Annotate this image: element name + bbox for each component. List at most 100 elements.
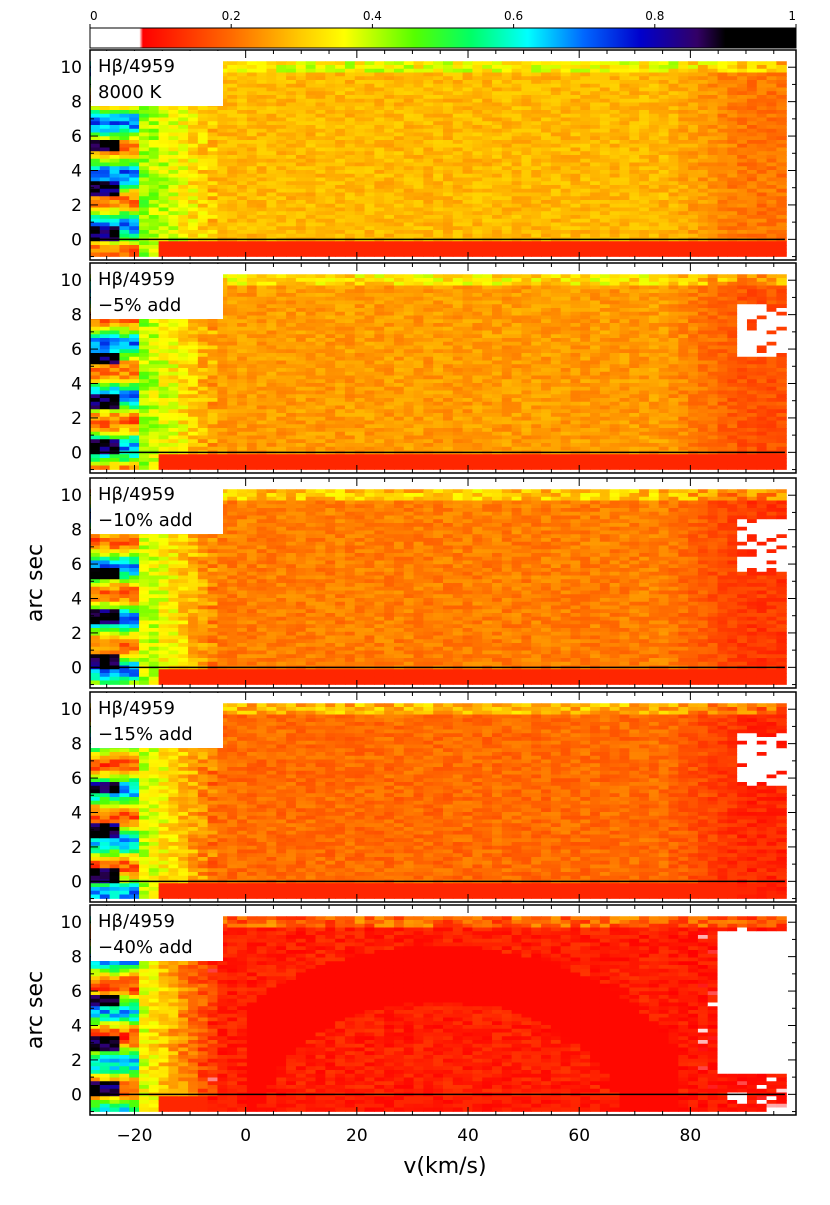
heatmap-cell: [237, 87, 248, 92]
heatmap-cell: [403, 83, 415, 89]
heatmap-cell: [158, 446, 170, 452]
heatmap-cell: [393, 136, 405, 141]
heatmap-cell: [188, 185, 199, 190]
heatmap-cell: [158, 413, 170, 418]
heatmap-cell: [197, 143, 209, 149]
heatmap-cell: [560, 83, 572, 89]
heatmap-cell: [256, 147, 268, 152]
heatmap-cell: [256, 326, 268, 332]
heatmap-cell: [188, 353, 199, 358]
heatmap-cell: [158, 443, 170, 448]
heatmap-cell: [217, 383, 228, 388]
heatmap-cell: [158, 364, 170, 369]
heatmap-cell: [590, 173, 601, 179]
heatmap-cell: [678, 61, 689, 66]
heatmap-cell: [139, 248, 150, 254]
heatmap-cell: [295, 353, 307, 358]
heatmap-cell: [580, 170, 591, 175]
heatmap-cell: [560, 128, 572, 134]
heatmap-cell: [90, 341, 101, 347]
heatmap-cell: [276, 158, 287, 164]
heatmap-cell: [472, 188, 483, 194]
heatmap-cell: [188, 364, 199, 369]
heatmap-cell: [286, 315, 297, 320]
heatmap-cell: [217, 110, 228, 115]
heatmap-cell: [139, 215, 150, 220]
heatmap-cell: [717, 192, 728, 197]
heatmap-cell: [139, 203, 150, 209]
heatmap-cell: [393, 218, 405, 224]
heatmap-cell: [482, 177, 493, 182]
heatmap-cell: [305, 461, 317, 467]
heatmap-cell: [119, 398, 130, 403]
heatmap-cell: [217, 248, 228, 254]
heatmap-cell: [197, 390, 209, 395]
heatmap-cell: [90, 147, 101, 152]
heatmap-cell: [305, 188, 317, 194]
heatmap-cell: [521, 241, 532, 246]
heatmap-cell: [462, 140, 474, 145]
heatmap-cell: [207, 461, 219, 467]
heatmap-cell: [237, 285, 248, 290]
heatmap-cell: [511, 106, 523, 111]
heatmap-cell: [727, 200, 738, 205]
heatmap-cell: [521, 215, 532, 220]
heatmap-cell: [756, 200, 768, 205]
heatmap-cell: [178, 398, 189, 403]
heatmap-cell: [325, 65, 336, 70]
heatmap-cell: [541, 95, 552, 100]
heatmap-cell: [443, 166, 454, 171]
heatmap-cell: [139, 368, 150, 373]
heatmap-cell: [619, 132, 630, 137]
heatmap-cell: [99, 196, 111, 201]
heatmap-cell: [511, 196, 523, 201]
heatmap-cell: [227, 296, 238, 302]
heatmap-cell: [452, 83, 464, 89]
heatmap-cell: [158, 338, 170, 343]
heatmap-cell: [237, 315, 248, 320]
heatmap-cell: [325, 143, 336, 149]
heatmap-cell: [295, 68, 307, 74]
heatmap-cell: [246, 173, 258, 179]
heatmap-cell: [266, 338, 277, 343]
heatmap-cell: [178, 252, 189, 257]
heatmap-cell: [276, 185, 287, 190]
heatmap-cell: [305, 151, 317, 156]
heatmap-cell: [393, 110, 405, 115]
heatmap-cell: [737, 155, 748, 160]
heatmap-cell: [443, 95, 454, 100]
heatmap-cell: [619, 76, 630, 81]
heatmap-cell: [354, 65, 366, 70]
heatmap-cell: [90, 431, 101, 437]
heatmap-cell: [374, 192, 385, 197]
heatmap-cell: [423, 72, 434, 77]
heatmap-cell: [737, 241, 748, 246]
heatmap-cell: [384, 211, 395, 216]
heatmap-cell: [354, 151, 366, 156]
heatmap-cell: [237, 222, 248, 227]
heatmap-cell: [423, 200, 434, 205]
heatmap-cell: [227, 65, 238, 70]
heatmap-cell: [501, 155, 513, 160]
heatmap-cell: [139, 252, 150, 257]
heatmap-cell: [482, 245, 493, 250]
heatmap-cell: [707, 151, 719, 156]
heatmap-cell: [492, 132, 503, 137]
heatmap-cell: [139, 454, 150, 459]
heatmap-cell: [237, 323, 248, 328]
heatmap-cell: [158, 394, 170, 399]
heatmap-cell: [727, 80, 738, 85]
y-tick-label: 2: [71, 196, 82, 216]
heatmap-cell: [168, 465, 179, 470]
heatmap-cell: [354, 170, 366, 175]
heatmap-cell: [550, 252, 562, 257]
heatmap-cell: [295, 289, 307, 294]
heatmap-cell: [599, 211, 611, 216]
heatmap-cell: [570, 222, 581, 227]
heatmap-cell: [197, 394, 209, 399]
heatmap-cell: [325, 200, 336, 205]
heatmap-cell: [139, 207, 150, 212]
heatmap-cell: [766, 196, 777, 201]
heatmap-cell: [256, 132, 268, 137]
heatmap-cell: [237, 102, 248, 107]
